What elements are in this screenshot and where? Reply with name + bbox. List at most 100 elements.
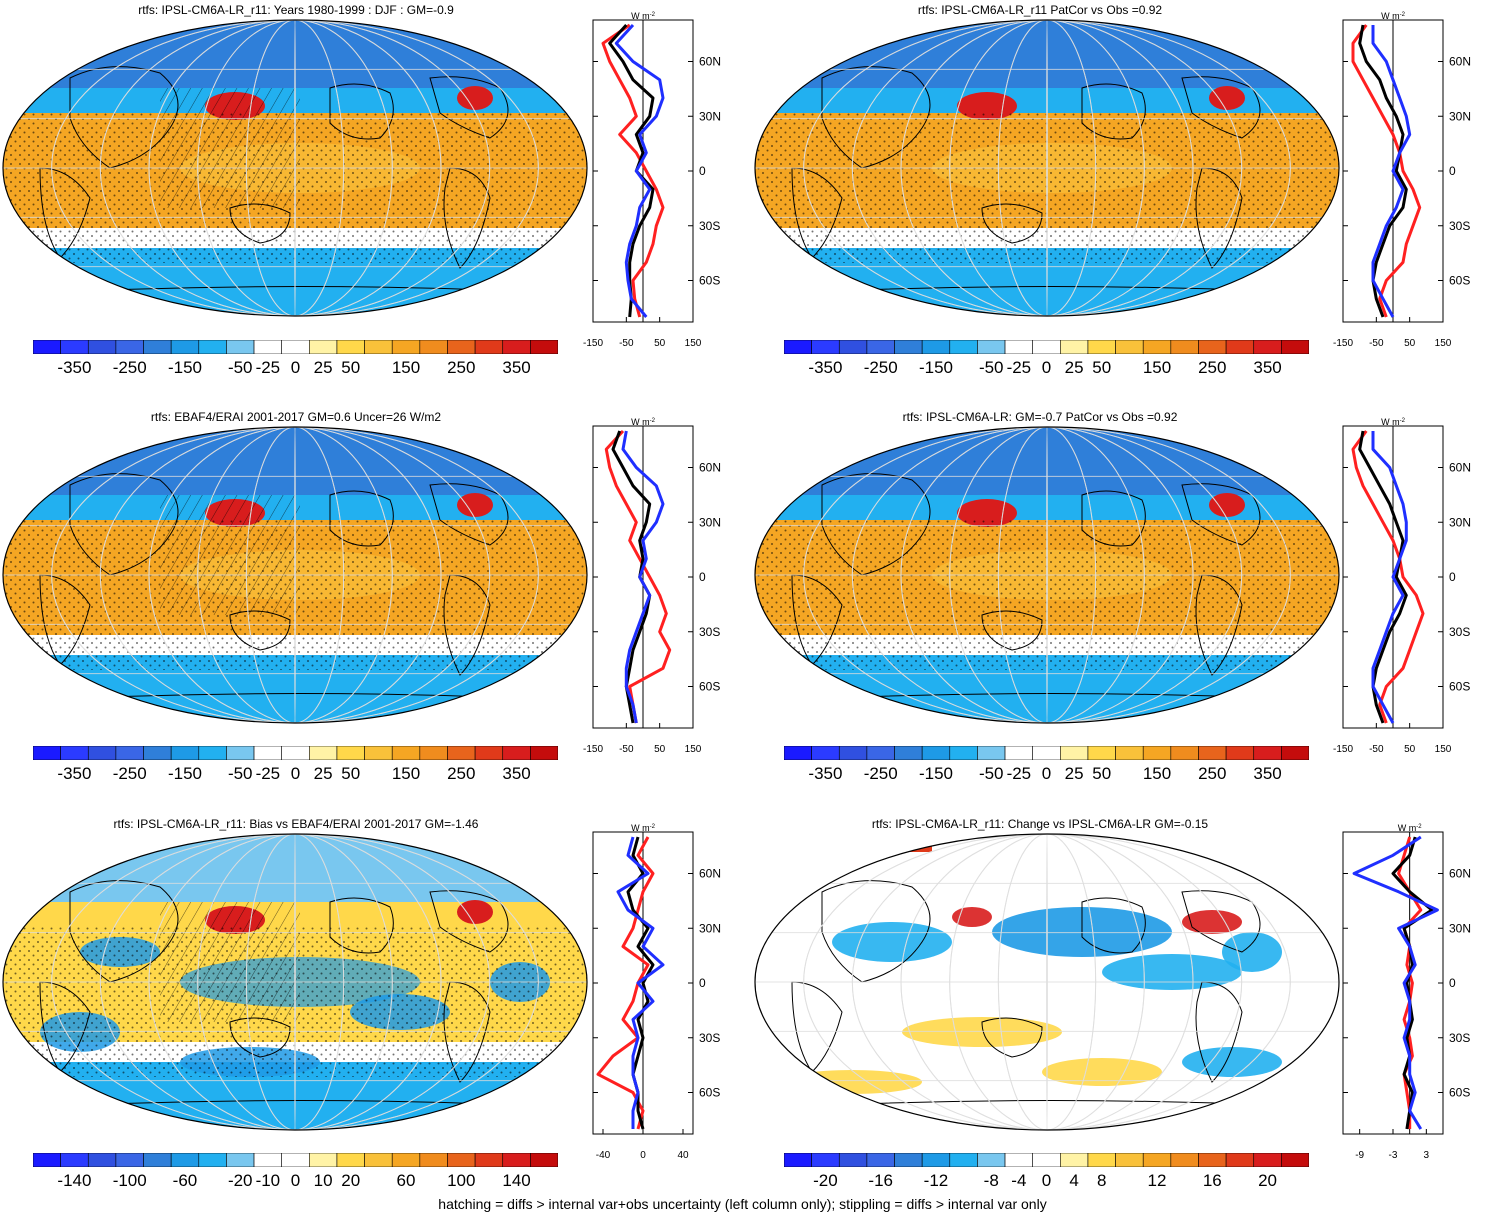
colorbar-tick-label: -50 xyxy=(978,358,1004,377)
colorbar-swatch xyxy=(33,1153,61,1167)
zonal-lat-label: 30N xyxy=(1449,921,1471,935)
colorbar-swatch xyxy=(143,1153,172,1167)
colorbar-swatch xyxy=(866,746,895,760)
colorbar-swatch xyxy=(1115,1153,1144,1167)
zonal-series-blue xyxy=(614,23,665,318)
colorbar-tick-label: -8 xyxy=(983,1171,999,1190)
colorbar-swatch xyxy=(419,746,448,760)
zonal-x-tick-label: 150 xyxy=(685,744,702,755)
colorbar-swatch xyxy=(1253,746,1282,760)
panel-1-title: rtfs: IPSL-CM6A-LR_r11: Years 1980-1999 … xyxy=(138,3,454,17)
zonal-lat-label: 60S xyxy=(1449,1086,1470,1100)
colorbar-swatch xyxy=(894,1153,923,1167)
zonal-series-blue xyxy=(1371,25,1412,318)
colorbar-swatch xyxy=(447,340,476,354)
colorbar-swatch xyxy=(336,340,365,354)
zonal-series-blue xyxy=(1352,835,1439,1130)
colorbar-swatch xyxy=(226,746,255,760)
colorbar-swatch xyxy=(170,340,200,354)
colorbar-swatch xyxy=(1004,340,1033,354)
colorbar-swatch xyxy=(1060,340,1089,354)
colorbar-swatch xyxy=(977,1153,1006,1167)
colorbar-tick-label: 12 xyxy=(1147,1171,1167,1190)
zonal-x-tick-label: -40 xyxy=(596,1150,611,1161)
colorbar-swatch xyxy=(309,340,338,354)
colorbar-swatch xyxy=(1060,1153,1089,1167)
colorbar-swatch xyxy=(419,1153,448,1167)
colorbar-swatch xyxy=(115,1153,144,1167)
colorbar-tick-label: 250 xyxy=(1198,764,1227,783)
colorbar-swatch xyxy=(894,746,923,760)
panel-1-map xyxy=(2,19,588,317)
colorbar-swatch xyxy=(530,746,558,760)
colorbar-swatch xyxy=(811,1153,840,1167)
colorbar-swatch xyxy=(253,1153,282,1167)
colorbar-swatch xyxy=(115,340,144,354)
zonal-series-black xyxy=(1358,24,1408,318)
panel-3-colorbar-labels: -350 -250 -150 -50 -25 0 25 50 150 250 350 xyxy=(33,764,558,784)
colorbar-swatch xyxy=(1142,1153,1172,1167)
colorbar-swatch xyxy=(1087,340,1116,354)
colorbar-tick-label: -250 xyxy=(863,358,898,377)
colorbar-swatch xyxy=(1087,1153,1116,1167)
colorbar-swatch xyxy=(1281,746,1309,760)
zonal-lat-label: 30N xyxy=(699,109,721,123)
colorbar-tick-label: 50 xyxy=(1092,358,1112,377)
colorbar-tick-label: 350 xyxy=(1253,764,1282,783)
zonal-x-tick-label: -50 xyxy=(1369,338,1384,349)
colorbar-swatch xyxy=(1281,1153,1309,1167)
colorbar-swatch xyxy=(949,746,978,760)
colorbar-swatch xyxy=(977,746,1006,760)
panel-3-title: rtfs: EBAF4/ERAI 2001-2017 GM=0.6 Uncer=… xyxy=(150,410,442,424)
zonal-series-blue xyxy=(1371,431,1408,724)
colorbar-swatch xyxy=(170,1153,200,1167)
zonal-lat-label: 60S xyxy=(699,274,720,288)
colorbar-tick-label: -50 xyxy=(227,358,253,377)
zonal-lat-label: 60N xyxy=(1449,55,1471,69)
colorbar-swatch xyxy=(60,1153,89,1167)
zonal-lat-label: 60N xyxy=(699,55,721,69)
colorbar-tick-label: -140 xyxy=(57,1171,92,1190)
colorbar-swatch xyxy=(281,1153,310,1167)
colorbar-swatch xyxy=(115,746,144,760)
colorbar-tick-label: 0 xyxy=(290,358,301,377)
footnote: hatching = diffs > internal var+obs unce… xyxy=(438,1196,1047,1212)
colorbar-swatch xyxy=(921,746,951,760)
colorbar-swatch xyxy=(447,746,476,760)
panel-6-colorbar-labels: -20 -16 -12 -8 -4 0 4 8 12 16 20 xyxy=(784,1171,1309,1191)
colorbar-swatch xyxy=(143,340,172,354)
colorbar-tick-label: 350 xyxy=(502,358,531,377)
panel-2-zonal-plot: W m-2 60N 30N 0 30S 60S -150 -50 50 150 xyxy=(1333,11,1471,349)
colorbar-swatch xyxy=(474,746,504,760)
colorbar-swatch xyxy=(1004,746,1033,760)
colorbar-swatch xyxy=(977,340,1006,354)
zonal-unit-label: W m-2 xyxy=(631,417,655,427)
colorbar-tick-label: 25 xyxy=(1064,764,1084,783)
colorbar-tick-label: -350 xyxy=(57,764,92,783)
colorbar-swatch xyxy=(866,340,895,354)
colorbar-swatch xyxy=(811,746,840,760)
colorbar-tick-label: -350 xyxy=(808,764,843,783)
zonal-x-tick-label: 150 xyxy=(1435,338,1452,349)
colorbar-swatch xyxy=(198,1153,227,1167)
colorbar-tick-label: 140 xyxy=(502,1171,531,1190)
zonal-series-red xyxy=(1351,24,1422,318)
zonal-series-red xyxy=(604,429,672,724)
zonal-lat-label: 60N xyxy=(699,461,721,475)
zonal-x-tick-label: 50 xyxy=(654,744,666,755)
zonal-lat-label: 30S xyxy=(1449,1031,1470,1045)
panel-5-colorbar xyxy=(33,1153,558,1167)
colorbar-swatch xyxy=(1032,340,1061,354)
colorbar-swatch xyxy=(87,746,117,760)
colorbar-tick-label: -20 xyxy=(227,1171,253,1190)
zonal-x-tick-label: 40 xyxy=(677,1150,689,1161)
colorbar-tick-label: -50 xyxy=(227,764,253,783)
panel-6-map xyxy=(754,833,1340,1131)
colorbar-tick-label: 25 xyxy=(313,764,333,783)
colorbar-swatch xyxy=(1281,340,1309,354)
colorbar-tick-label: 20 xyxy=(1258,1171,1278,1190)
colorbar-tick-label: 350 xyxy=(502,764,531,783)
colorbar-tick-label: -150 xyxy=(918,764,953,783)
zonal-lat-label: 30N xyxy=(699,515,721,529)
colorbar-tick-label: -100 xyxy=(112,1171,147,1190)
